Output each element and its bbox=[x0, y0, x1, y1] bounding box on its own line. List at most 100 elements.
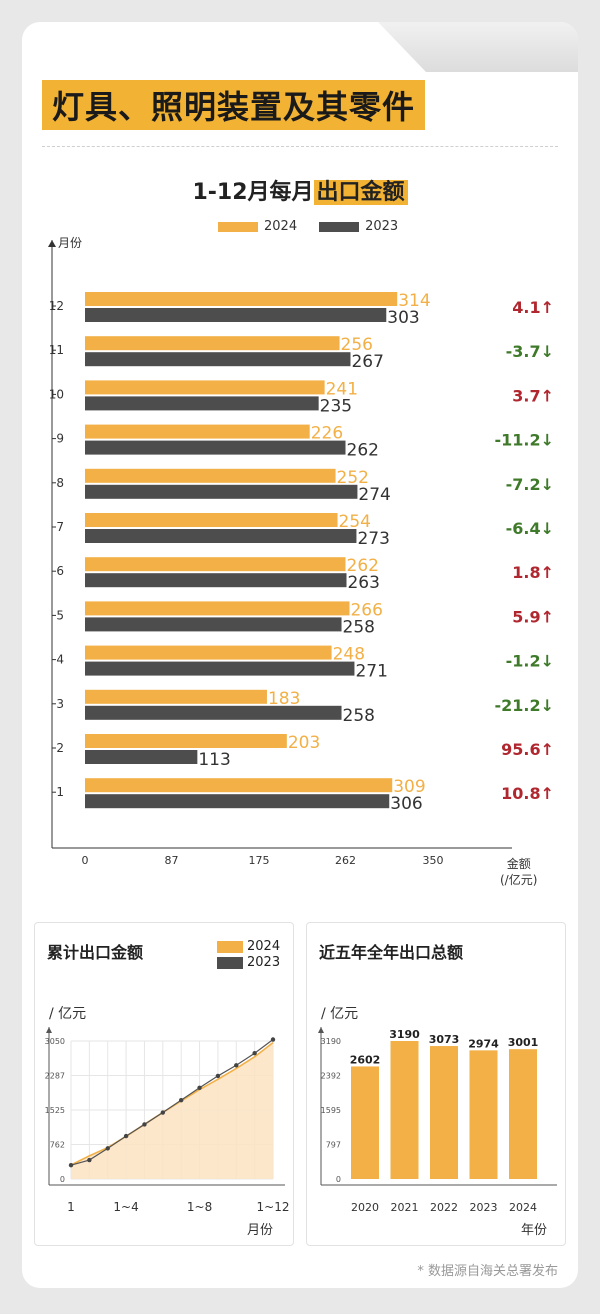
annual-bar-value: 2974 bbox=[468, 1037, 499, 1050]
annual-y-axis-arrow bbox=[318, 1027, 324, 1033]
legend-item-2024: 2024 bbox=[218, 219, 297, 234]
bar-2023 bbox=[85, 617, 342, 632]
cumulative-swatch-2024 bbox=[217, 941, 243, 953]
cumulative-point-2023 bbox=[142, 1122, 147, 1127]
monthly-y-tick-label: 11 bbox=[49, 343, 64, 357]
bar-label-2023: 271 bbox=[355, 662, 387, 682]
bar-2023 bbox=[85, 661, 355, 676]
bar-2023 bbox=[85, 529, 357, 543]
monthly-chart-title-highlight: 出口金额 bbox=[313, 180, 408, 205]
yoy-growth-label: -1.2↓ bbox=[506, 652, 554, 671]
yoy-growth-label: -11.2↓ bbox=[494, 431, 554, 450]
bar-2024 bbox=[85, 778, 393, 793]
cumulative-point-2023 bbox=[87, 1157, 92, 1163]
cumulative-point-2023 bbox=[105, 1146, 110, 1151]
bar-2024 bbox=[85, 689, 267, 704]
cumulative-legend-label-2024: 2024 bbox=[247, 939, 281, 954]
bar-2023 bbox=[85, 705, 342, 720]
annual-bar bbox=[509, 1049, 537, 1179]
monthly-chart-x-unit: 金额 (/亿元) bbox=[500, 856, 537, 888]
bar-2024 bbox=[85, 734, 287, 748]
bar-2024 bbox=[85, 513, 338, 527]
bar-label-2024: 262 bbox=[347, 556, 379, 576]
monthly-x-tick-label: 175 bbox=[249, 854, 270, 867]
bar-2023 bbox=[85, 308, 387, 322]
page-title: 灯具、照明装置及其零件 bbox=[52, 88, 416, 126]
monthly-y-tick-label: 3 bbox=[56, 697, 64, 711]
cumulative-y-unit: / 亿元 bbox=[49, 1006, 87, 1022]
bar-label-2023: 235 bbox=[320, 396, 352, 416]
annual-panel: 近五年全年出口总额 / 亿元 0 797 1595 2392 3190 2602 2020 3… bbox=[306, 922, 566, 1246]
monthly-y-tick-label: 6 bbox=[56, 564, 64, 578]
cumulative-y-tick-label: 3050 bbox=[45, 1037, 65, 1046]
bar-label-2023: 258 bbox=[343, 617, 375, 637]
bar-2024 bbox=[85, 645, 332, 660]
cumulative-x-tick-label: 1 bbox=[67, 1200, 75, 1214]
annual-bar bbox=[430, 1046, 458, 1179]
monthly-x-tick-label: 350 bbox=[423, 854, 444, 867]
yoy-growth-label: 10.8↑ bbox=[501, 784, 554, 803]
legend-label-2024: 2024 bbox=[264, 219, 298, 234]
monthly-chart-x-unit-line1: 金额 bbox=[506, 857, 531, 871]
bar-2023 bbox=[85, 396, 319, 411]
monthly-x-tick-label: 87 bbox=[165, 854, 179, 867]
annual-bar-value: 3001 bbox=[508, 1036, 539, 1049]
bar-2024 bbox=[85, 292, 398, 306]
cumulative-x-tick-label: 1~12 bbox=[257, 1200, 290, 1214]
bar-label-2024: 256 bbox=[341, 335, 373, 355]
bar-label-2023: 303 bbox=[387, 308, 419, 328]
bar-label-2023: 263 bbox=[347, 573, 379, 593]
cumulative-line-2023 bbox=[70, 1039, 274, 1166]
divider bbox=[42, 146, 558, 147]
annual-bar-value: 2602 bbox=[350, 1053, 381, 1066]
cumulative-y-tick-label: 2287 bbox=[45, 1072, 65, 1081]
cumulative-x-tick-label: 1~8 bbox=[187, 1200, 212, 1214]
bar-label-2023: 267 bbox=[351, 352, 383, 372]
bar-2024 bbox=[85, 424, 310, 439]
monthly-y-tick-label: 2 bbox=[56, 741, 64, 755]
monthly-chart-x-unit-line2: (/亿元) bbox=[500, 873, 538, 887]
annual-bar-value: 3190 bbox=[389, 1028, 420, 1041]
bar-label-2024: 314 bbox=[398, 291, 430, 311]
cumulative-x-tick-label: 1~4 bbox=[113, 1200, 138, 1214]
cumulative-point-2023 bbox=[160, 1110, 166, 1115]
cumulative-export-chart: 0 762 1525 2287 3050 1 1~4 1~8 1~12 bbox=[45, 1027, 290, 1214]
monthly-y-tick-label: 1 bbox=[56, 785, 64, 799]
annual-y-tick-label: 3190 bbox=[321, 1037, 341, 1046]
legend-label-2023: 2023 bbox=[365, 219, 399, 234]
cumulative-y-tick-label: 0 bbox=[60, 1175, 65, 1184]
annual-x-tick-label: 2024 bbox=[509, 1201, 537, 1214]
cumulative-point-2023 bbox=[123, 1133, 129, 1139]
yoy-growth-label: -6.4↓ bbox=[506, 519, 554, 538]
monthly-x-tick-label: 262 bbox=[335, 854, 356, 867]
bar-2023 bbox=[85, 440, 346, 455]
monthly-y-tick-label: 12 bbox=[49, 299, 64, 313]
bar-label-2024: 203 bbox=[288, 733, 320, 753]
annual-bar-value: 3073 bbox=[429, 1033, 460, 1046]
yoy-growth-label: -7.2↓ bbox=[506, 475, 554, 494]
annual-y-tick-label: 2392 bbox=[321, 1072, 341, 1081]
cumulative-panel: 累计出口金额 2024 2023 / 亿元 0 762 1525 2287 3050 1 1… bbox=[34, 922, 294, 1246]
annual-export-chart: 0 797 1595 2392 3190 2602 2020 3190 2021 3073 2022… bbox=[318, 1027, 557, 1214]
bar-label-2024: 241 bbox=[326, 379, 358, 399]
bar-2024 bbox=[85, 557, 346, 572]
cumulative-point-2023 bbox=[68, 1162, 74, 1168]
cumulative-point-2023 bbox=[234, 1063, 239, 1068]
annual-y-tick-label: 797 bbox=[326, 1141, 341, 1150]
bar-2024 bbox=[85, 336, 340, 351]
cumulative-y-tick-label: 1525 bbox=[45, 1106, 65, 1115]
bar-2023 bbox=[85, 352, 351, 367]
cumulative-y-tick-label: 762 bbox=[50, 1141, 65, 1150]
annual-bar bbox=[351, 1066, 379, 1179]
cumulative-point-2023 bbox=[197, 1085, 202, 1090]
monthly-chart-legend: 2024 2023 bbox=[218, 219, 398, 234]
monthly-y-tick-label: 9 bbox=[56, 432, 64, 446]
yoy-growth-label: -3.7↓ bbox=[506, 342, 554, 361]
yoy-growth-label: 1.8↑ bbox=[512, 563, 554, 582]
yoy-growth-label: 95.6↑ bbox=[501, 740, 554, 759]
annual-y-tick-label: 1595 bbox=[321, 1106, 341, 1115]
monthly-chart-y-label: 月份 bbox=[58, 236, 83, 250]
monthly-y-tick-label: 4 bbox=[56, 653, 64, 667]
bar-2024 bbox=[85, 380, 325, 395]
cumulative-point-2023 bbox=[252, 1051, 257, 1056]
